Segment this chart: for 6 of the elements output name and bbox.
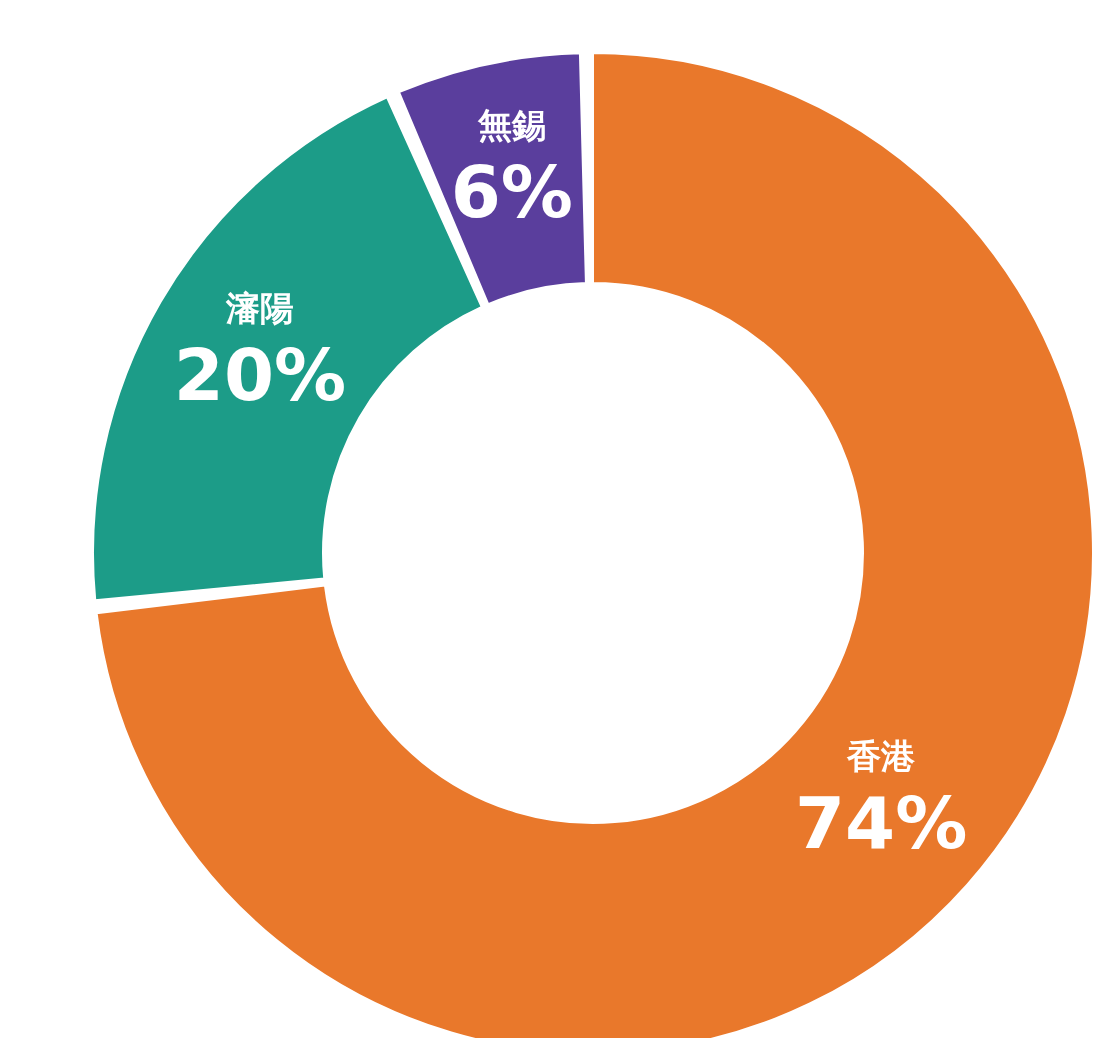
data-label: 6% [450,149,573,234]
slice-label: 香港 [846,736,916,777]
slice-label: 瀋陽 [224,287,294,328]
slice-label: 無錫 [476,104,546,145]
data-label: 20% [173,332,347,417]
data-label: 74% [795,781,968,866]
